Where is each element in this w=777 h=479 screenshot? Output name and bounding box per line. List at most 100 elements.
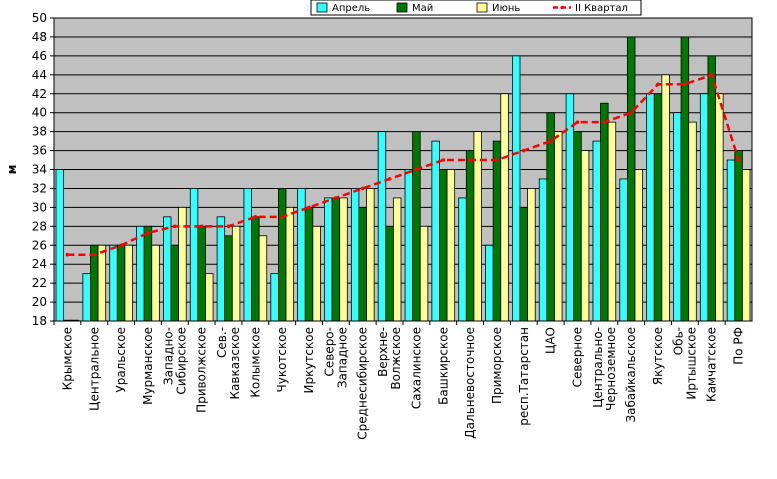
x-category-label: Крымское [60,327,74,390]
x-category-text: Сахалинское [409,327,423,409]
quarter-line-point [92,252,97,257]
quarter-line-point [199,224,204,229]
legend-swatch [396,2,408,13]
bar [82,273,91,322]
bar [619,178,628,322]
y-tick-label: 24 [32,257,47,271]
bar [358,206,367,322]
y-axis-label: м [5,165,19,175]
bar [124,244,133,322]
x-category-label: Центрально- Черноземное [591,327,618,411]
quarter-line-point [226,224,231,229]
legend-item: II Квартал [553,3,628,14]
bar [270,273,279,322]
quarter-line-point [119,243,123,248]
y-tick-label: 22 [32,276,47,290]
x-category-label: Мурманское [141,327,155,405]
bar [673,112,682,322]
quarter-line-point [146,231,150,235]
quarter-line-path [67,73,740,256]
bar [350,188,360,322]
x-category-text: Волжское [389,327,403,390]
x-category-label: Забайкальское [624,327,638,423]
bar [205,273,214,322]
x-category-label: Северное [571,327,585,387]
x-category-text: Западно- [161,327,175,385]
quarter-line-point [414,167,419,172]
x-category-label: Якутское [651,327,665,385]
x-category-text: Уральское [114,327,128,393]
legend-item: Май [396,2,433,14]
x-category-text: Среднесибирское [356,327,370,440]
quarter-line-point [334,196,338,200]
y-tick-label: 46 [32,49,47,63]
bar [527,188,536,322]
x-category-text: Северное [571,327,585,387]
bar [699,93,709,322]
x-category-text: Мурманское [141,327,155,405]
x-category-text: По РФ [732,327,746,365]
bar [546,112,555,322]
bar [304,206,314,322]
x-category-text: Верхне- [376,327,390,377]
x-category-label: Приволжское [195,327,209,413]
quarter-line-point [522,148,526,153]
bar [431,140,440,322]
x-category-label: ЦАО [544,327,558,354]
quarter-line-point [602,120,607,124]
x-category-text: Черноземное [604,327,618,411]
bar [143,225,153,322]
bar [446,169,456,322]
bar [500,93,509,322]
bar [216,216,226,322]
bar [715,93,724,322]
x-category-label: По РФ [732,327,746,365]
legend-box [310,0,642,16]
y-axis-ticks: 18 20 22 24 26 28 30 32 34 36 38 40 42 44 46 48 50 [32,11,54,328]
legend-label: Апрель [332,3,370,14]
bar [331,197,341,322]
bar [680,36,690,322]
bar [626,36,636,322]
x-category-label: Сев.- Кавказское [215,327,242,400]
y-tick-label: 28 [32,219,47,233]
quarter-line-point [709,73,714,77]
y-tick-label: 32 [32,181,47,195]
bar [519,206,529,322]
x-category-label: Дальневосточное [463,327,477,439]
x-category-text: Иркутское [302,327,316,394]
bar [178,206,187,322]
quarter-line-point [280,215,284,219]
x-category-text: Камчатское [705,327,719,402]
bar [189,188,199,322]
quarter-line-point [253,215,258,219]
bar [109,244,118,322]
x-category-label: Северо- Западное [322,327,349,388]
x-category-label: Верхне- Волжское [376,327,403,390]
bar [277,188,287,322]
x-category-text: ЦАО [544,327,558,354]
y-tick-label: 18 [32,314,47,328]
bar [116,244,126,322]
x-category-label: Обь- Иртышское [671,327,698,400]
bar [312,225,321,322]
x-category-text: Центральное [87,327,101,411]
x-category-label: Чукотское [275,327,289,392]
bar [458,197,467,322]
quarter-line-point [683,82,687,87]
quarter-line-point [656,82,660,87]
y-tick-label: 36 [32,144,47,158]
x-category-text: Западное [335,327,349,388]
bar [734,150,743,322]
legend-item: Апрель [316,2,370,14]
y-tick-label: 34 [32,163,47,177]
quarter-line-point [173,224,177,229]
x-axis-labels: Крымское Центральное Уральское Мурманское За… [53,321,746,440]
bar [339,197,348,322]
x-category-text: Кавказское [228,327,242,400]
x-category-label: Среднесибирское [356,327,370,440]
bar [634,169,643,322]
bar [258,235,268,322]
bar [538,178,548,322]
quarter-line-point [736,158,741,162]
